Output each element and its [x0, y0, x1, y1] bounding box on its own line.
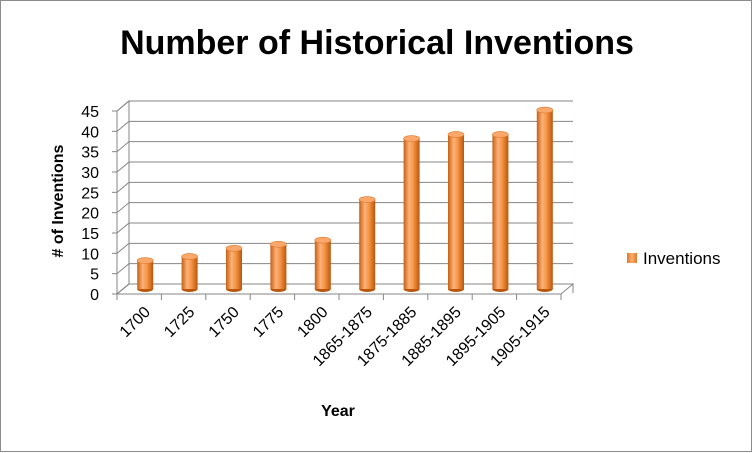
y-axis-ticks: 0 5 10 15 20 25 30 35 40 45	[81, 104, 117, 304]
bar-1700	[136, 257, 154, 292]
y-tick-label: 5	[90, 267, 99, 284]
bars	[136, 106, 554, 292]
gridline-side	[116, 141, 130, 153]
y-axis-title: # of Inventions	[50, 144, 67, 257]
bar-1775	[270, 240, 287, 292]
gridline-side	[116, 283, 130, 295]
gridline-side	[116, 242, 130, 254]
x-tick-label: 1775	[250, 304, 287, 341]
bar-1895-1905	[492, 131, 509, 292]
gridline-side	[116, 222, 130, 234]
y-tick-label: 45	[81, 104, 99, 121]
gridline-side	[116, 100, 130, 112]
gridline-side	[116, 202, 130, 214]
x-axis-title: Year	[321, 403, 355, 420]
chart-title: Number of Historical Inventions	[120, 24, 634, 62]
legend-swatch	[627, 253, 637, 263]
x-tick-label: 1700	[117, 304, 154, 341]
y-tick-label: 35	[81, 145, 99, 162]
bar-1750	[225, 245, 243, 292]
gridline-side	[116, 161, 130, 173]
y-tick-label: 0	[90, 287, 99, 304]
y-tick-label: 25	[81, 185, 99, 202]
bar-1875-1885	[403, 135, 420, 292]
gridline-side	[116, 120, 130, 132]
legend-label: Inventions	[643, 249, 721, 268]
y-tick-label: 30	[81, 165, 99, 182]
x-tick-label: 1725	[161, 304, 198, 341]
y-tick-label: 10	[81, 246, 99, 263]
bar-1800	[314, 236, 332, 292]
x-axis-ticks: 1700 1725 1750 1775 18001865-18751875-188518…	[116, 294, 562, 370]
bar-1725	[181, 253, 198, 292]
x-tick-label: 1750	[206, 304, 243, 341]
y-tick-label: 20	[81, 206, 99, 223]
gridline-side	[116, 181, 130, 193]
bar-1905-1915	[536, 106, 554, 292]
gridline-side	[116, 263, 130, 275]
y-tick-label: 40	[81, 124, 99, 141]
x-tick-label: 1800	[294, 304, 331, 341]
bar-1865-1875	[358, 196, 376, 292]
bar-1885-1895	[447, 131, 465, 292]
y-tick-label: 15	[81, 226, 99, 243]
